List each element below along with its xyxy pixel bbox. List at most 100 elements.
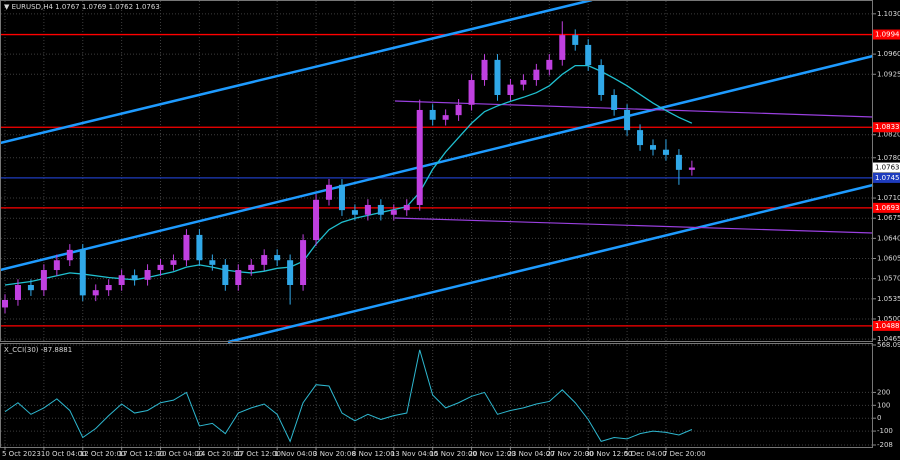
candle-body	[274, 255, 281, 261]
y-tick-label: 1.0535	[877, 295, 900, 303]
indicator-line	[4, 349, 693, 443]
y-tick-label: 1.0640	[877, 234, 900, 242]
candle-body	[326, 184, 332, 200]
trend-line	[394, 217, 874, 234]
candle-body	[14, 285, 21, 300]
x-tick-label: 27 Nov 20:00	[546, 450, 593, 458]
candle-body	[105, 285, 112, 291]
candle-body	[416, 109, 423, 205]
chart-title: ▼ EURUSD,H4 1.0767 1.0769 1.0762 1.0763	[4, 3, 160, 11]
level-label: 1.0833	[875, 123, 900, 131]
x-tick-label: 27 Oct 12:00	[235, 450, 281, 458]
candle-body	[300, 240, 307, 285]
candle-body	[222, 264, 229, 285]
x-tick-label: 12 Oct 20:00	[80, 450, 126, 458]
candle-body	[53, 260, 60, 271]
candle-body	[520, 80, 527, 85]
candle-body	[2, 299, 8, 308]
y-tick-label: 1.0605	[877, 255, 900, 263]
candle-body	[662, 149, 669, 155]
candle-body	[546, 59, 553, 70]
candle-body	[131, 275, 138, 280]
candle-body	[688, 167, 695, 170]
level-label: 1.0994	[875, 31, 900, 39]
candle-body	[390, 210, 397, 215]
x-tick-label: 17 Oct 12:00	[119, 450, 165, 458]
candle-body	[338, 184, 345, 211]
candle-body	[650, 145, 656, 150]
current-price-label: 1.0763	[875, 164, 900, 172]
level-label-box	[873, 202, 900, 213]
x-tick-label: 15 Nov 20:00	[430, 450, 477, 458]
x-tick-label: 8 Nov 12:00	[352, 450, 395, 458]
candle-body	[675, 154, 682, 170]
y-tick-label: 1.1030	[877, 10, 900, 18]
x-tick-label: 23 Nov 04:00	[507, 450, 554, 458]
x-tick-label: 24 Oct 20:00	[196, 450, 242, 458]
y-tick-label: 1.0570	[877, 275, 900, 283]
x-tick-label: 13 Nov 04:00	[391, 450, 438, 458]
candle-body	[248, 264, 255, 271]
channel-lower	[227, 183, 874, 344]
price-frame	[0, 0, 873, 342]
candle-body	[313, 199, 320, 241]
candle-body	[611, 95, 618, 110]
level-label-box	[873, 122, 900, 133]
x-tick-label: 20 Oct 04:00	[158, 450, 204, 458]
candle-body	[403, 204, 410, 211]
candle-body	[481, 59, 488, 81]
channel-upper	[0, 0, 593, 145]
y-tick-label: 1.0465	[877, 335, 900, 343]
level-label-box	[873, 172, 900, 183]
y-tick-label: 1.0675	[877, 214, 900, 222]
candle-body	[27, 285, 34, 291]
candle-body	[92, 290, 99, 296]
candle-body	[40, 270, 47, 291]
plot-layer	[2, 21, 695, 443]
candle-body	[118, 275, 125, 285]
candle-body	[261, 255, 268, 265]
candle-body	[287, 260, 294, 285]
candle-body	[468, 80, 475, 105]
candle-body	[170, 260, 177, 265]
candle-body	[494, 59, 501, 95]
x-tick-label: 30 Nov 12:00	[585, 450, 632, 458]
x-tick-label: 3 Nov 20:00	[313, 450, 356, 458]
cci-frame	[0, 343, 873, 448]
y-tick-label: 0	[877, 414, 881, 422]
y-tick-label: 1.0960	[877, 50, 900, 58]
candle-body	[455, 104, 462, 116]
level-label: 1.0488	[875, 322, 900, 330]
y-tick-label: 1.0710	[877, 194, 900, 202]
grid-layer	[1, 1, 873, 447]
candle-body	[144, 270, 151, 280]
y-tick-label: -100	[877, 427, 893, 435]
candle-body	[585, 44, 592, 66]
candle-body	[507, 84, 514, 95]
x-tick-label: 5 Dec 04:00	[624, 450, 667, 458]
candle-body	[442, 115, 449, 120]
level-label-box	[873, 29, 900, 40]
y-tick-label: 1.0820	[877, 131, 900, 139]
y-tick-label: 568.0946	[877, 341, 900, 349]
level-label-box	[873, 320, 900, 331]
candle-body	[209, 260, 216, 265]
candle-body	[183, 234, 190, 261]
candle-body	[196, 234, 203, 261]
x-tick-label: 10 Oct 04:00	[41, 450, 87, 458]
candle-body	[351, 210, 358, 215]
candle-body	[66, 249, 73, 261]
trend-line	[394, 100, 874, 118]
y-tick-label: 1.0925	[877, 70, 900, 78]
candle-body	[157, 264, 164, 271]
candle-body	[637, 130, 644, 146]
candle-body	[559, 35, 566, 60]
y-tick-label: 100	[877, 401, 890, 409]
candle-body	[79, 249, 86, 296]
x-tick-label: 7 Dec 20:00	[663, 450, 706, 458]
indicator-title: X_CCI(30) -87.8881	[4, 346, 72, 354]
candle-body	[533, 69, 540, 81]
candle-body	[598, 65, 605, 95]
